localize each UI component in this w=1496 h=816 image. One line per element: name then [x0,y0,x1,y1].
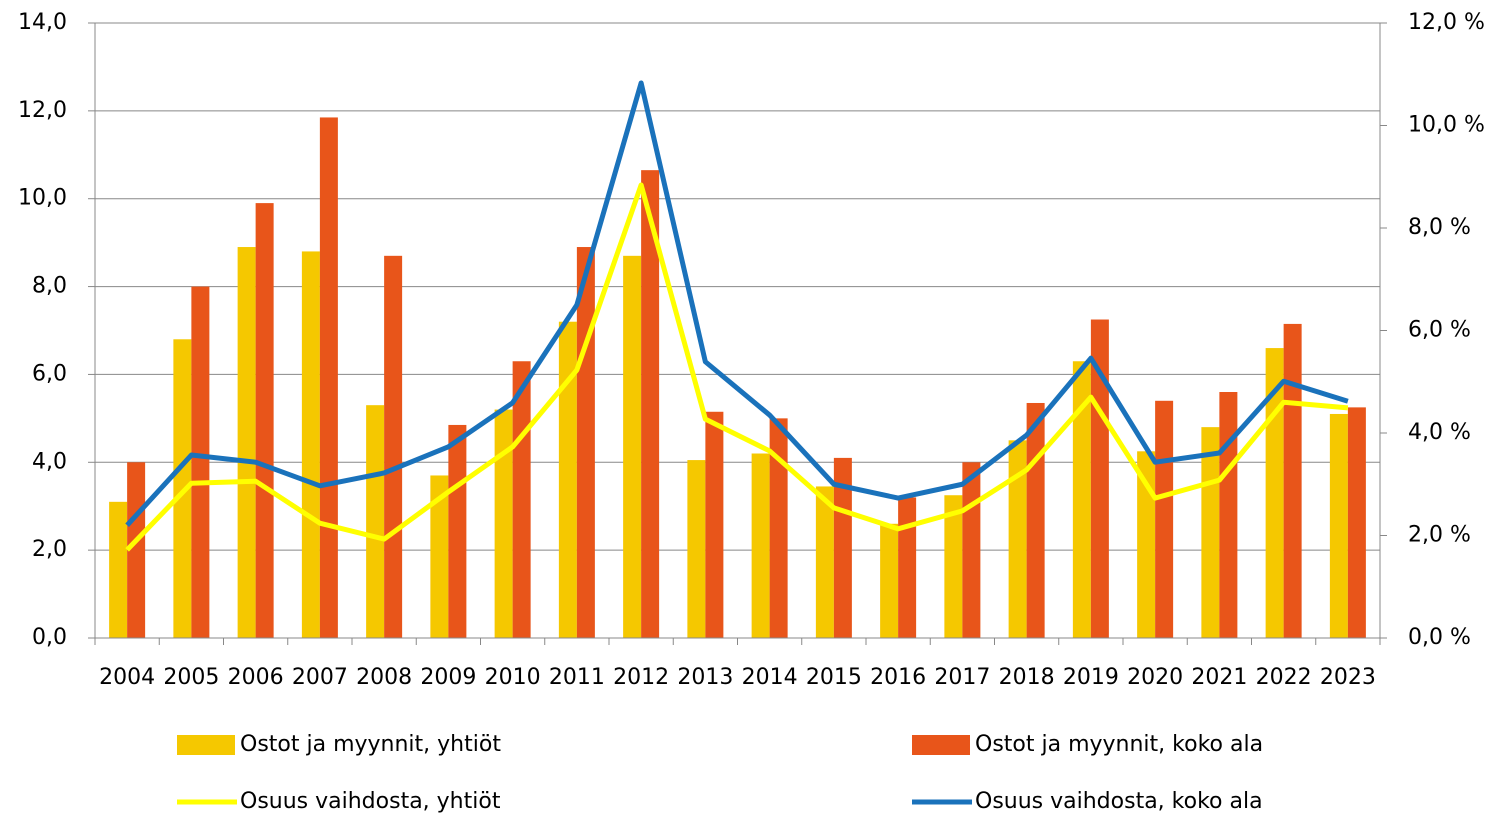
x-tick-label: 2023 [1320,665,1376,690]
y2-tick-label: 4,0 % [1408,420,1471,445]
y2-tick-label: 8,0 % [1408,215,1471,240]
bar [384,255,403,639]
x-tick-label: 2012 [613,665,669,690]
x-tick-label: 2010 [485,665,541,690]
bar [237,247,256,639]
legend-label: Ostot ja myynnit, yhtiöt [240,732,501,757]
x-tick-label: 2017 [934,665,990,690]
bar [255,203,274,638]
y-tick-label: 0,0 [32,625,67,650]
y2-tick-label: 6,0 % [1408,318,1471,343]
bar [173,339,192,638]
y-tick-label: 6,0 [32,361,67,386]
bar [641,170,660,639]
x-tick-label: 2011 [549,665,605,690]
bar [301,251,320,638]
bar [1283,323,1302,638]
bar [366,405,385,638]
x-tick-label: 2013 [677,665,733,690]
y2-tick-label: 2,0 % [1408,523,1471,548]
y-tick-label: 12,0 [18,98,67,123]
y-tick-label: 14,0 [18,10,67,35]
legend-swatch [177,735,235,755]
bar [705,411,724,638]
y-tick-label: 10,0 [18,186,67,211]
bar [576,247,595,639]
bar [623,255,642,639]
bar [494,409,513,638]
bar [1090,319,1109,638]
x-tick-label: 2022 [1256,665,1312,690]
bar [1219,392,1238,638]
x-tick-label: 2018 [999,665,1055,690]
bar [191,286,210,638]
bar [448,424,467,638]
y2-tick-label: 12,0 % [1408,10,1485,35]
bar [962,462,981,638]
bar [880,523,899,638]
bar [751,453,770,638]
line [125,80,1349,527]
bar [127,462,146,638]
y2-tick-label: 0,0 % [1408,625,1471,650]
bar [558,321,577,638]
bar [1201,427,1220,638]
bar [769,418,788,638]
bar [1329,413,1348,638]
x-tick-label: 2009 [420,665,476,690]
bar [815,486,834,638]
bar [1026,402,1045,638]
y-tick-label: 4,0 [32,449,67,474]
x-tick-label: 2020 [1127,665,1183,690]
bar [430,475,449,638]
bar [898,497,917,638]
bar [1072,361,1091,638]
bar [687,460,706,638]
x-tick-label: 2007 [292,665,348,690]
legend-swatch [912,735,970,755]
y2-tick-label: 10,0 % [1408,113,1485,138]
y-tick-label: 2,0 [32,537,67,562]
x-tick-label: 2015 [806,665,862,690]
x-tick-label: 2019 [1063,665,1119,690]
bar [109,501,128,638]
bar [1155,400,1174,638]
bar [944,495,963,638]
line [125,182,1349,552]
legend-label: Osuus vaihdosta, yhtiöt [240,789,501,814]
legend-label: Ostot ja myynnit, koko ala [975,732,1263,757]
x-tick-label: 2021 [1191,665,1247,690]
bar [1347,407,1366,638]
bar [319,117,338,639]
x-tick-label: 2004 [99,665,155,690]
x-tick-label: 2006 [228,665,284,690]
x-tick-label: 2008 [356,665,412,690]
bar [1008,440,1027,638]
x-tick-label: 2016 [870,665,926,690]
bar [833,457,852,638]
bar [1137,451,1156,638]
y-tick-label: 8,0 [32,274,67,299]
legend-label: Osuus vaihdosta, koko ala [975,789,1263,814]
x-tick-label: 2005 [163,665,219,690]
x-tick-label: 2014 [742,665,798,690]
